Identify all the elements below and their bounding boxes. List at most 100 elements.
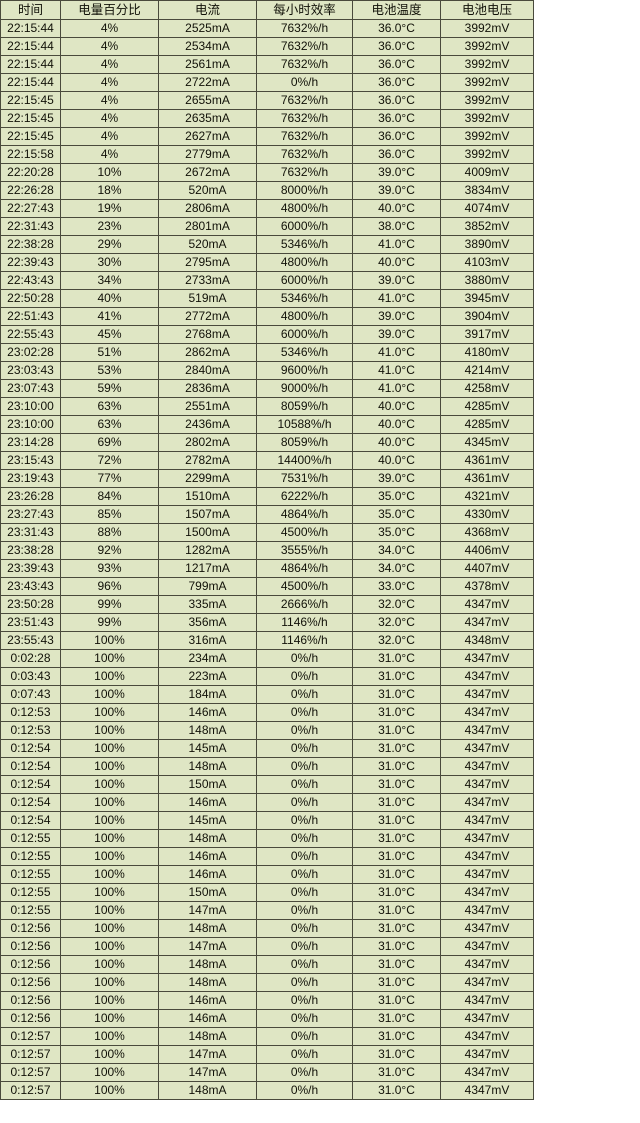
cell-temp: 36.0°C	[352, 55, 441, 74]
cell-voltage: 4347mV	[440, 775, 534, 794]
cell-temp: 31.0°C	[352, 685, 441, 704]
cell-temp: 36.0°C	[352, 73, 441, 92]
cell-percent: 85%	[60, 505, 159, 524]
cell-percent: 100%	[60, 865, 159, 884]
column-header-rate[interactable]: 每小时效率	[256, 0, 353, 20]
cell-time: 0:12:53	[0, 721, 61, 740]
cell-voltage: 4347mV	[440, 685, 534, 704]
cell-current: 146mA	[158, 1009, 257, 1028]
cell-current: 2551mA	[158, 397, 257, 416]
cell-percent: 100%	[60, 667, 159, 686]
cell-percent: 100%	[60, 685, 159, 704]
cell-time: 22:50:28	[0, 289, 61, 308]
cell-percent: 4%	[60, 145, 159, 164]
cell-percent: 100%	[60, 1063, 159, 1082]
cell-temp: 31.0°C	[352, 793, 441, 812]
cell-rate: 0%/h	[256, 847, 353, 866]
cell-voltage: 4347mV	[440, 955, 534, 974]
cell-voltage: 4347mV	[440, 1063, 534, 1082]
cell-voltage: 4368mV	[440, 523, 534, 542]
cell-voltage: 4285mV	[440, 415, 534, 434]
cell-time: 23:43:43	[0, 577, 61, 596]
cell-temp: 40.0°C	[352, 451, 441, 470]
table-row: 23:27:43 85% 1507mA 4864%/h 35.0°C 4330mV	[0, 505, 534, 524]
cell-time: 0:12:55	[0, 865, 61, 884]
cell-rate: 0%/h	[256, 667, 353, 686]
cell-rate: 14400%/h	[256, 451, 353, 470]
cell-percent: 100%	[60, 1027, 159, 1046]
cell-voltage: 4361mV	[440, 451, 534, 470]
table-row: 23:51:43 99% 356mA 1146%/h 32.0°C 4347mV	[0, 613, 534, 632]
cell-voltage: 4347mV	[440, 937, 534, 956]
cell-current: 1500mA	[158, 523, 257, 542]
cell-temp: 36.0°C	[352, 37, 441, 56]
cell-percent: 99%	[60, 613, 159, 632]
cell-percent: 100%	[60, 973, 159, 992]
cell-voltage: 3880mV	[440, 271, 534, 290]
cell-time: 23:02:28	[0, 343, 61, 362]
cell-time: 0:12:54	[0, 793, 61, 812]
table-header-row: 时间 电量百分比 电流 每小时效率 电池温度 电池电压	[0, 0, 534, 20]
cell-current: 145mA	[158, 811, 257, 830]
cell-time: 0:12:55	[0, 847, 61, 866]
cell-voltage: 3945mV	[440, 289, 534, 308]
cell-percent: 4%	[60, 127, 159, 146]
column-header-voltage[interactable]: 电池电压	[440, 0, 534, 20]
cell-time: 0:12:57	[0, 1063, 61, 1082]
cell-temp: 40.0°C	[352, 415, 441, 434]
table-row: 0:12:57 100% 147mA 0%/h 31.0°C 4347mV	[0, 1045, 534, 1064]
column-header-current[interactable]: 电流	[158, 0, 257, 20]
column-header-percent[interactable]: 电量百分比	[60, 0, 159, 20]
cell-current: 146mA	[158, 703, 257, 722]
cell-percent: 59%	[60, 379, 159, 398]
table-row: 22:15:45 4% 2627mA 7632%/h 36.0°C 3992mV	[0, 127, 534, 146]
table-row: 22:15:45 4% 2635mA 7632%/h 36.0°C 3992mV	[0, 109, 534, 128]
cell-current: 147mA	[158, 901, 257, 920]
cell-percent: 77%	[60, 469, 159, 488]
cell-current: 148mA	[158, 1027, 257, 1046]
table-row: 22:15:44 4% 2722mA 0%/h 36.0°C 3992mV	[0, 73, 534, 92]
battery-charging-log-table: 时间 电量百分比 电流 每小时效率 电池温度 电池电压 22:15:44 4% 2525mA 7…	[0, 0, 534, 1100]
cell-rate: 0%/h	[256, 991, 353, 1010]
cell-temp: 39.0°C	[352, 469, 441, 488]
table-row: 0:02:28 100% 234mA 0%/h 31.0°C 4347mV	[0, 649, 534, 668]
table-row: 22:15:45 4% 2655mA 7632%/h 36.0°C 3992mV	[0, 91, 534, 110]
cell-rate: 0%/h	[256, 865, 353, 884]
table-row: 0:12:55 100% 147mA 0%/h 31.0°C 4347mV	[0, 901, 534, 920]
table-row: 0:12:56 100% 147mA 0%/h 31.0°C 4347mV	[0, 937, 534, 956]
cell-rate: 0%/h	[256, 1027, 353, 1046]
column-header-temp[interactable]: 电池温度	[352, 0, 441, 20]
table-row: 22:31:43 23% 2801mA 6000%/h 38.0°C 3852mV	[0, 217, 534, 236]
cell-current: 148mA	[158, 757, 257, 776]
table-row: 22:27:43 19% 2806mA 4800%/h 40.0°C 4074mV	[0, 199, 534, 218]
cell-time: 0:12:56	[0, 1009, 61, 1028]
table-row: 23:19:43 77% 2299mA 7531%/h 39.0°C 4361mV	[0, 469, 534, 488]
table-row: 22:50:28 40% 519mA 5346%/h 41.0°C 3945mV	[0, 289, 534, 308]
cell-voltage: 4406mV	[440, 541, 534, 560]
cell-percent: 100%	[60, 847, 159, 866]
table-row: 0:12:54 100% 150mA 0%/h 31.0°C 4347mV	[0, 775, 534, 794]
cell-time: 23:50:28	[0, 595, 61, 614]
cell-temp: 31.0°C	[352, 1009, 441, 1028]
cell-time: 23:10:00	[0, 397, 61, 416]
cell-time: 22:15:45	[0, 109, 61, 128]
table-row: 23:39:43 93% 1217mA 4864%/h 34.0°C 4407mV	[0, 559, 534, 578]
table-row: 23:14:28 69% 2802mA 8059%/h 40.0°C 4345mV	[0, 433, 534, 452]
cell-current: 2768mA	[158, 325, 257, 344]
cell-percent: 41%	[60, 307, 159, 326]
cell-voltage: 3917mV	[440, 325, 534, 344]
cell-voltage: 4347mV	[440, 721, 534, 740]
cell-voltage: 3992mV	[440, 37, 534, 56]
cell-time: 0:12:54	[0, 775, 61, 794]
cell-percent: 100%	[60, 829, 159, 848]
cell-temp: 39.0°C	[352, 163, 441, 182]
cell-current: 150mA	[158, 883, 257, 902]
cell-time: 22:15:44	[0, 19, 61, 38]
cell-rate: 0%/h	[256, 775, 353, 794]
table-row: 0:12:56 100% 148mA 0%/h 31.0°C 4347mV	[0, 919, 534, 938]
cell-time: 23:26:28	[0, 487, 61, 506]
cell-voltage: 3992mV	[440, 73, 534, 92]
cell-percent: 100%	[60, 793, 159, 812]
cell-temp: 39.0°C	[352, 307, 441, 326]
column-header-time[interactable]: 时间	[0, 0, 61, 20]
